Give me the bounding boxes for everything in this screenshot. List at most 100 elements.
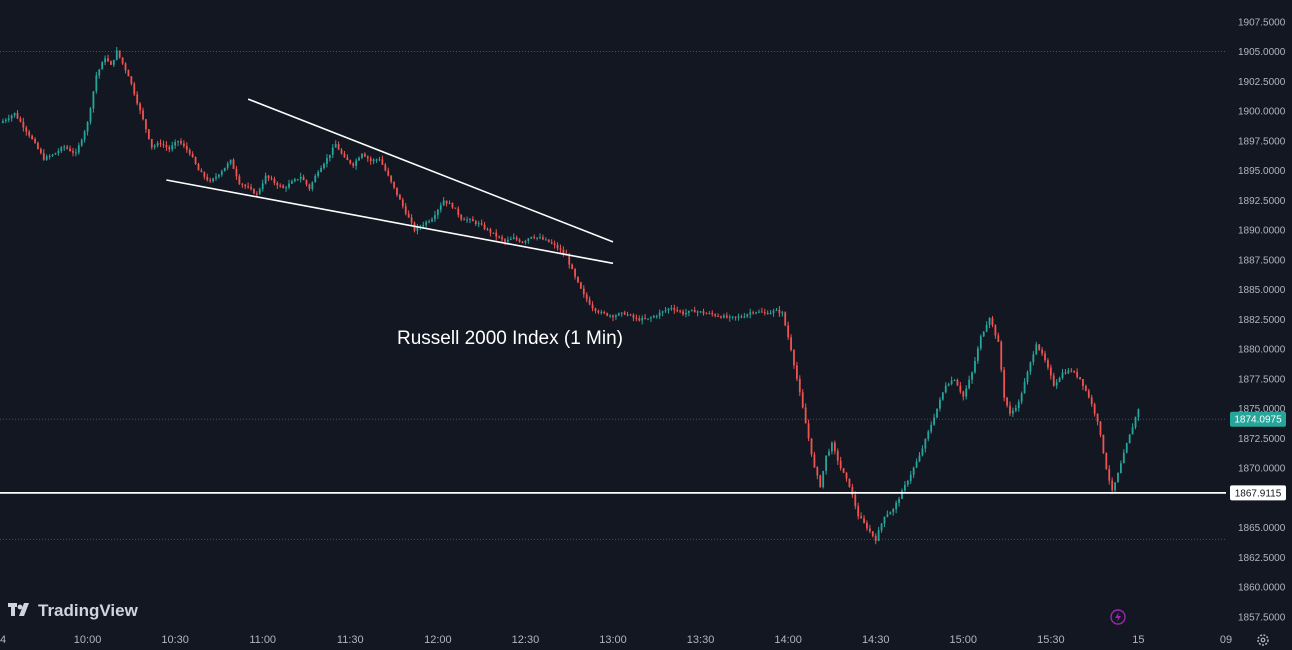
candle-body (445, 200, 448, 204)
candle-body (644, 317, 647, 319)
lower-trendline (166, 179, 614, 265)
candle-body (883, 516, 886, 524)
candle-body (1122, 452, 1125, 464)
flash-icon[interactable] (1110, 609, 1126, 625)
candle-body (1006, 397, 1008, 406)
candle-body (442, 200, 445, 206)
time-axis[interactable]: 14 10:00 10:30 11:00 11:30 12:00 12:30 13:00 13:… (0, 634, 1232, 646)
candle-body (632, 315, 635, 318)
candle-body (763, 312, 766, 314)
candle-body (37, 142, 39, 149)
price-tick-label: 1872.5000 (1238, 434, 1286, 445)
candle-body (571, 264, 574, 270)
candle-body (504, 239, 506, 242)
candle-body (185, 145, 188, 150)
price-tick-label: 1885.0000 (1238, 285, 1286, 296)
price-axis[interactable]: 1907.5000 1905.0000 1902.5000 1900.0000 1897… (1238, 17, 1286, 623)
candle-body (145, 119, 147, 130)
candle-body (203, 172, 206, 177)
candle-body (842, 468, 845, 473)
candle-body (1009, 405, 1011, 414)
candle-body (755, 312, 757, 314)
candle-body (460, 214, 463, 220)
candle-body (746, 314, 749, 317)
candle-body (647, 318, 649, 320)
time-tick-label: 12:00 (424, 634, 452, 646)
candle-body (597, 310, 600, 313)
time-tick-label: 14:30 (862, 634, 890, 646)
candle-body (512, 237, 515, 239)
candle-body (13, 112, 16, 116)
candle-body (121, 57, 124, 64)
candle-body (752, 312, 755, 314)
candle-body (976, 348, 979, 361)
candle-body (854, 494, 857, 507)
candle-body (171, 145, 174, 150)
candle-body (1000, 341, 1003, 370)
candle-body (731, 316, 734, 318)
candle-body (317, 171, 320, 176)
candle-body (498, 236, 501, 238)
candle-body (600, 312, 603, 314)
price-tick-label: 1880.0000 (1238, 345, 1286, 356)
candle-body (1111, 480, 1114, 491)
candle-body (947, 384, 950, 386)
candle-body (258, 189, 261, 194)
candle-body (31, 135, 34, 140)
candle-body (556, 245, 559, 249)
candle-body (816, 467, 819, 476)
candle-body (1134, 417, 1137, 428)
candle-body (334, 144, 337, 148)
candle-body (968, 379, 971, 389)
candle-body (1038, 344, 1041, 350)
candle-body (918, 455, 921, 462)
candle-body (679, 310, 682, 312)
candle-body (387, 170, 390, 176)
candle-body (471, 219, 474, 222)
candle-body (255, 193, 258, 195)
candle-body (956, 379, 959, 386)
candle-body (801, 392, 804, 408)
candle-body (110, 61, 112, 65)
candle-body (612, 315, 614, 318)
price-tick-label: 1895.0000 (1238, 166, 1286, 177)
tradingview-branding[interactable]: TradingView (8, 601, 139, 620)
candle-body (953, 379, 956, 381)
candle-body (588, 299, 591, 305)
candle-body (194, 157, 197, 165)
chart-annotations[interactable] (0, 98, 1226, 494)
candle-body (839, 460, 842, 469)
candle-body (250, 187, 252, 190)
candle-body (965, 388, 968, 397)
candle-body (696, 311, 699, 313)
candle-body (425, 221, 428, 226)
candle-body (1041, 349, 1043, 354)
candle-body (28, 131, 31, 136)
candle-body (641, 317, 644, 321)
candle-body (1096, 413, 1099, 422)
candle-body (200, 170, 203, 173)
candle-body (77, 145, 80, 153)
price-tick-label: 1860.0000 (1238, 583, 1286, 594)
candle-body (355, 160, 358, 166)
candle-body (218, 174, 220, 177)
candle-body (180, 140, 182, 144)
candle-body (737, 316, 740, 318)
candle-body (825, 455, 827, 471)
candle-body (539, 237, 541, 239)
price-tick-label: 1877.5000 (1238, 374, 1286, 385)
tradingview-logo-icon (8, 603, 29, 616)
candle-body (562, 249, 565, 254)
settings-gear-icon[interactable] (1257, 634, 1269, 646)
price-tick-label: 1870.0000 (1238, 464, 1286, 475)
candle-body (833, 442, 836, 451)
candle-body (401, 199, 404, 207)
candle-body (1017, 401, 1020, 408)
candle-body (924, 439, 927, 449)
candle-body (574, 269, 576, 277)
candle-body (915, 461, 918, 468)
candle-body (206, 176, 209, 181)
candle-body (466, 219, 468, 221)
candle-body (235, 168, 238, 177)
